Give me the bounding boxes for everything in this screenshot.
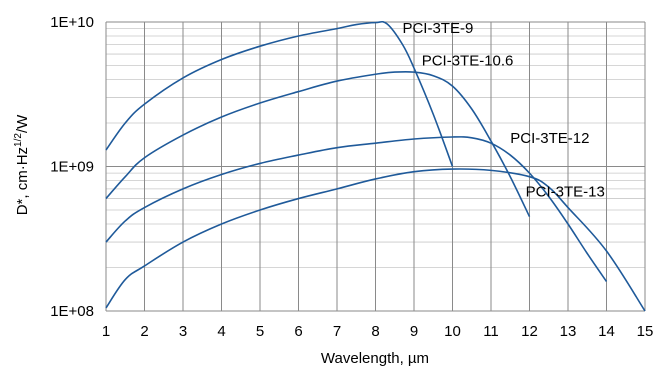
series-line-pci-3te-12 <box>105 136 608 282</box>
x-tick-label: 10 <box>444 323 461 340</box>
series-line-pci-3te-13 <box>105 168 646 312</box>
y-axis-label-sup: 1/2 <box>13 133 24 147</box>
series-label-pci-3te-13: PCI-3TE-13 <box>526 183 605 200</box>
x-tick-label: 1 <box>102 323 110 340</box>
x-tick-label: 7 <box>333 323 341 340</box>
x-tick-label: 5 <box>256 323 264 340</box>
y-tick-labels: 1E+08 1E+09 1E+10 <box>50 14 94 320</box>
y-axis-label: D*, cm·Hz1/2/W <box>13 114 31 215</box>
series-line-pci-3te-9 <box>105 20 454 167</box>
x-tick-label: 4 <box>217 323 225 340</box>
x-tick-label: 6 <box>294 323 302 340</box>
x-tick-label: 14 <box>598 323 615 340</box>
y-axis-label-tail: /W <box>14 114 31 133</box>
x-tick-label: 8 <box>371 323 379 340</box>
y-tick-label: 1E+09 <box>50 159 94 176</box>
x-tick-labels: 1 2 3 4 5 6 7 8 9 10 11 12 13 14 15 <box>102 323 654 340</box>
x-axis-label: Wavelength, µm <box>321 350 429 367</box>
x-tick-label: 9 <box>410 323 418 340</box>
series-label-pci-3te-10-6: PCI-3TE-10.6 <box>422 52 514 69</box>
x-tick-label: 11 <box>483 323 499 340</box>
x-tick-label: 3 <box>179 323 187 340</box>
x-tick-label: 15 <box>637 323 654 340</box>
grid <box>105 21 646 312</box>
series-label-pci-3te-9: PCI-3TE-9 <box>402 20 473 37</box>
x-tick-label: 12 <box>521 323 538 340</box>
x-tick-label: 2 <box>140 323 148 340</box>
series-label-pci-3te-12: PCI-3TE-12 <box>510 130 589 147</box>
series-labels: PCI-3TE-9 PCI-3TE-10.6 PCI-3TE-12 PCI-3TE-1… <box>402 20 604 201</box>
y-tick-label: 1E+10 <box>50 14 94 31</box>
curves <box>105 20 646 312</box>
y-tick-label: 1E+08 <box>50 303 94 320</box>
y-axis-label-main: D*, cm·Hz <box>14 147 31 215</box>
x-tick-label: 13 <box>560 323 577 340</box>
series-line-pci-3te-10-6 <box>105 70 531 217</box>
